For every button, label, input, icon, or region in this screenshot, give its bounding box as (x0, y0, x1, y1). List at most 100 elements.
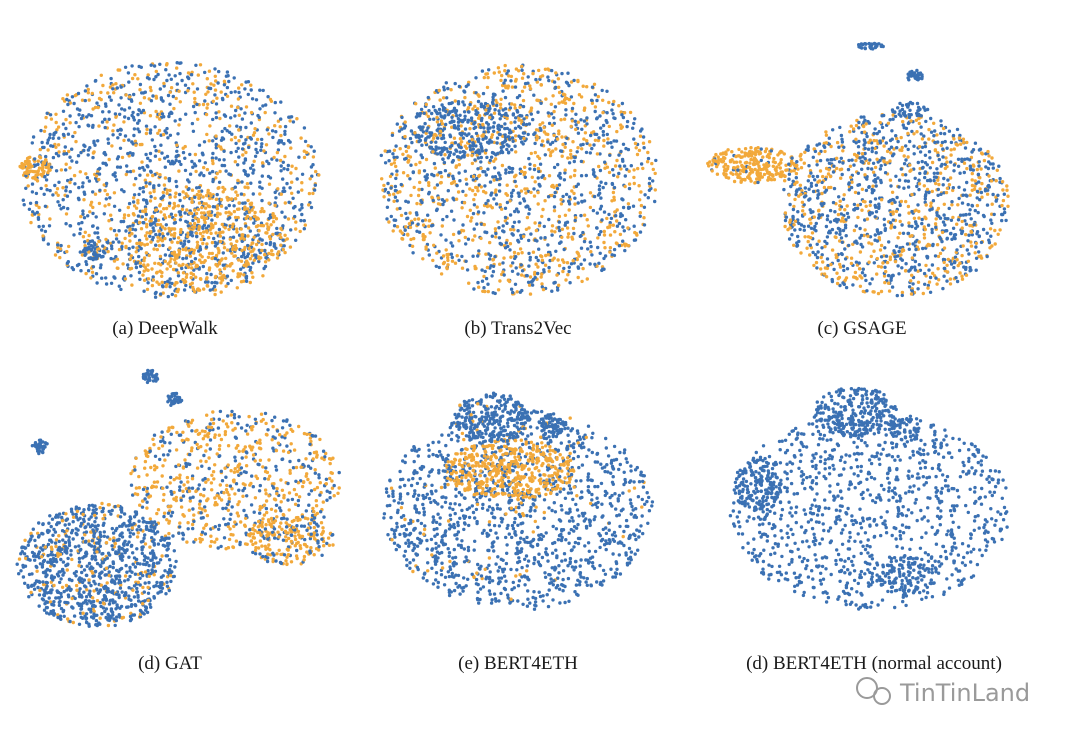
dot (144, 251, 149, 255)
dot (260, 142, 264, 146)
dot (61, 97, 65, 101)
dot (162, 81, 166, 86)
dot (239, 236, 243, 240)
dot (195, 264, 200, 268)
dot (408, 177, 412, 181)
dot (806, 144, 810, 148)
dot (612, 116, 616, 120)
dot (891, 117, 895, 121)
dot (234, 149, 238, 154)
dot (653, 199, 657, 204)
dot (558, 171, 562, 176)
dot (219, 230, 223, 235)
dot (229, 116, 233, 120)
dot (963, 146, 968, 150)
dot (527, 122, 532, 126)
dot (843, 226, 848, 230)
dot (261, 224, 266, 228)
dot (515, 207, 519, 211)
dot (144, 207, 148, 211)
dot (136, 198, 140, 203)
dot (858, 226, 862, 231)
dot (926, 286, 930, 290)
dot (406, 233, 410, 237)
dot (24, 171, 28, 175)
dot (179, 162, 183, 167)
dot (427, 183, 431, 188)
dot (395, 169, 399, 173)
dot (576, 251, 580, 256)
dot (222, 113, 227, 117)
dot (115, 86, 120, 90)
dot (227, 172, 231, 176)
dot (628, 110, 633, 115)
dot (154, 96, 159, 100)
dot (166, 136, 170, 140)
dot (190, 266, 194, 270)
dot (145, 201, 149, 206)
dot (149, 99, 154, 103)
dot (80, 220, 84, 225)
dot (622, 229, 626, 233)
dot (815, 266, 819, 270)
dot (537, 68, 541, 73)
dot (270, 249, 274, 253)
dot (160, 232, 165, 236)
dot (477, 249, 481, 253)
dot (894, 134, 898, 138)
dot (851, 283, 855, 287)
dot (116, 136, 120, 140)
dot (550, 224, 555, 228)
dot (165, 191, 169, 195)
dot (121, 219, 126, 224)
dot (793, 228, 797, 232)
dot (500, 207, 504, 211)
dot (518, 113, 522, 118)
dot (958, 171, 962, 175)
dot (505, 200, 510, 205)
dot (428, 117, 432, 122)
dot (799, 152, 803, 157)
dot (386, 190, 390, 195)
dot (579, 159, 584, 164)
dot (312, 149, 316, 153)
dot (612, 99, 616, 104)
dot (89, 200, 94, 204)
dot (433, 108, 437, 113)
dot (198, 63, 203, 67)
dot (579, 174, 584, 178)
dot (390, 133, 395, 137)
dot (936, 178, 940, 182)
dot (285, 237, 289, 241)
dot (607, 212, 611, 217)
dot (618, 232, 623, 237)
dot (977, 234, 981, 239)
dot (493, 227, 498, 231)
dot (810, 231, 815, 235)
dot (952, 169, 956, 173)
dot (585, 218, 589, 222)
dot (956, 203, 960, 207)
dot (967, 233, 971, 237)
dot (114, 233, 119, 237)
dot (303, 223, 307, 227)
dot (401, 171, 406, 175)
dot (140, 142, 144, 147)
dot (960, 230, 964, 234)
dot (421, 237, 426, 242)
dot (540, 175, 544, 179)
dot (177, 192, 182, 197)
dot (510, 85, 515, 89)
dot (502, 273, 506, 277)
dot (595, 98, 599, 103)
dot (101, 110, 105, 114)
dot (217, 251, 221, 255)
dot (783, 224, 787, 229)
dot (282, 167, 286, 171)
dot (543, 263, 548, 267)
dot (275, 226, 279, 231)
dot (311, 155, 316, 159)
dot (198, 277, 203, 281)
dot (267, 182, 272, 186)
dot (542, 125, 546, 130)
